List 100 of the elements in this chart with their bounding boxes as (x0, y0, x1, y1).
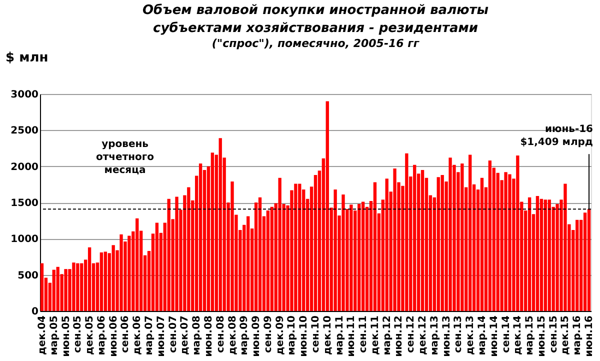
x-tick-label: мар.12 (382, 315, 393, 356)
x-tick-label: сен.15 (548, 315, 560, 353)
x-tick-label: июн.12 (394, 315, 405, 357)
bar (488, 160, 492, 311)
bar (358, 204, 361, 311)
x-tick-label: июн.09 (251, 315, 262, 357)
x-tick-label: дек.12 (418, 315, 429, 355)
y-tick-label: 0 (32, 306, 39, 318)
bar (373, 182, 377, 311)
bar (167, 198, 170, 311)
x-tick-label: дек.04 (36, 315, 48, 355)
x-tick-label: сен.08 (215, 315, 226, 353)
x-tick-label: мар.16 (572, 315, 584, 356)
x-tick-label: июн.13 (441, 315, 452, 357)
bar (540, 198, 544, 311)
x-tick-label: июн.10 (298, 315, 310, 357)
x-tick-label: мар.08 (192, 315, 203, 356)
x-tick-label: сен.11 (358, 315, 370, 353)
bar (420, 170, 424, 311)
bar (413, 164, 416, 311)
x-tick-label: мар.11 (334, 315, 346, 356)
bar (246, 216, 250, 311)
bar (480, 178, 484, 311)
bar (326, 101, 329, 311)
chart-subtitle: ("спрос"), помесячно, 2005-16 гг (212, 37, 420, 50)
x-tick-label: мар.06 (96, 315, 108, 356)
bar (460, 163, 464, 311)
bar (405, 153, 408, 311)
x-tick-label: мар.09 (239, 315, 250, 356)
x-tick-label: дек.10 (322, 315, 334, 355)
x-tick-label: дек.15 (560, 315, 572, 355)
x-tick-label: июн.14 (488, 315, 500, 357)
x-tick-label: июн.07 (156, 315, 167, 357)
bar (258, 197, 262, 311)
bar (72, 262, 76, 311)
x-tick-label: сен.05 (72, 315, 84, 353)
bar (210, 152, 214, 311)
annotation: июнь-16 $1,409 млрд (520, 124, 594, 148)
y-tick-label: 3000 (10, 90, 39, 100)
bar (342, 194, 345, 311)
bar (104, 252, 107, 311)
y-tick-label: 1500 (10, 198, 39, 209)
y-tick-label: 500 (18, 270, 39, 282)
x-tick-label: сен.06 (120, 315, 132, 353)
x-tick-label: сен.10 (310, 315, 322, 353)
x-tick-label: сен.12 (406, 315, 417, 353)
bar (278, 178, 282, 311)
x-tick-label: сен.13 (453, 315, 464, 353)
x-tick-label: мар.07 (144, 315, 156, 356)
bar (544, 200, 547, 311)
bar (52, 270, 56, 311)
bar (187, 187, 190, 311)
x-tick-label: июн.08 (203, 315, 214, 357)
bar (350, 204, 353, 311)
bar (294, 184, 298, 311)
bar (504, 172, 508, 311)
bar (516, 155, 520, 311)
x-tick-label: июн.11 (346, 315, 358, 357)
bar (136, 218, 139, 311)
x-tick-label: дек.05 (84, 315, 96, 355)
x-tick-label: мар.05 (48, 315, 60, 356)
x-tick-label: дек.09 (274, 315, 286, 355)
bar (270, 206, 274, 311)
x-tick-label: мар.14 (476, 315, 488, 356)
bar (88, 247, 92, 311)
x-tick-label: дек.13 (465, 315, 476, 355)
chart-title: Объем валовой покупки иностранной валюты субъектами хозяйствования - резидентами (142, 3, 489, 36)
x-tick-label: июн.05 (60, 315, 72, 357)
x-tick-label: дек.07 (180, 315, 191, 355)
bar (100, 252, 104, 311)
bar (564, 184, 567, 311)
x-tick-label: дек.08 (227, 315, 238, 355)
bar (448, 158, 452, 311)
x-tick-label: дек.14 (512, 315, 524, 355)
x-tick-label: дек.06 (132, 315, 144, 355)
x-tick-label: июн.15 (536, 315, 548, 357)
bar (361, 202, 365, 311)
bar (393, 168, 396, 311)
bar (436, 177, 440, 311)
x-tick-label: сен.14 (500, 315, 512, 353)
x-tick-label: сен.07 (168, 315, 179, 353)
bar (468, 154, 472, 311)
y-tick-label: 2000 (10, 162, 39, 173)
y-tick-label: 1000 (10, 234, 39, 246)
bar (334, 189, 337, 311)
x-tick-label: дек.11 (370, 315, 381, 355)
bar (385, 178, 388, 311)
bar (175, 196, 178, 311)
x-tick-label: июн.16 (584, 315, 596, 357)
bar (440, 175, 444, 311)
x-tick-label: мар.15 (524, 315, 536, 356)
bar (155, 222, 159, 311)
bar (76, 263, 80, 311)
bar (536, 196, 540, 311)
x-tick-label: сен.09 (262, 315, 274, 353)
x-tick-label: июн.06 (108, 315, 120, 357)
bar (230, 182, 234, 311)
ref-line-label: уровень отчетного месяца (96, 139, 154, 176)
bar (528, 197, 532, 311)
bar (120, 234, 123, 311)
